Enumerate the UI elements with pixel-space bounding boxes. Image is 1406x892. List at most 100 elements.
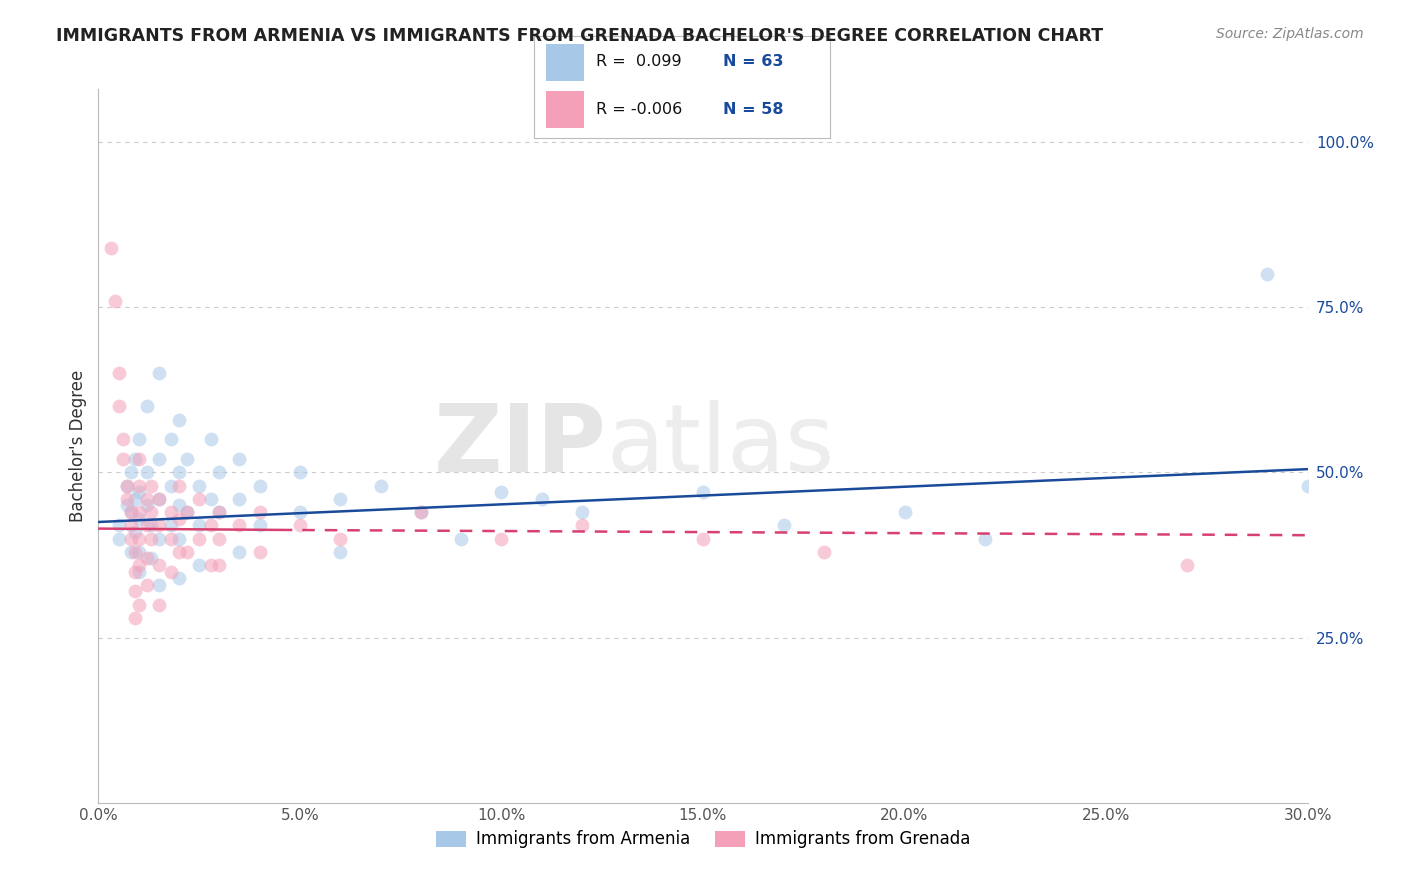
Point	[124, 545, 146, 559]
Point	[135, 551, 157, 566]
Text: R = -0.006: R = -0.006	[596, 102, 682, 117]
Point	[111, 452, 134, 467]
Point	[135, 499, 157, 513]
Point	[167, 511, 190, 525]
Point	[329, 491, 352, 506]
Text: N = 63: N = 63	[723, 54, 783, 70]
Point	[167, 466, 190, 480]
FancyBboxPatch shape	[546, 91, 585, 128]
Point	[228, 491, 250, 506]
Point	[128, 478, 150, 492]
Point	[107, 532, 129, 546]
Point	[115, 491, 138, 506]
Point	[128, 532, 150, 546]
Point	[160, 433, 183, 447]
Point	[167, 478, 190, 492]
Point	[100, 241, 122, 255]
Point	[128, 505, 150, 519]
Point	[115, 499, 138, 513]
Point	[139, 518, 162, 533]
Point	[188, 558, 211, 572]
Point	[139, 551, 162, 566]
Point	[124, 584, 146, 599]
FancyBboxPatch shape	[546, 44, 585, 81]
Point	[176, 505, 198, 519]
Point	[176, 505, 198, 519]
Point	[409, 505, 432, 519]
Point	[208, 466, 231, 480]
Point	[188, 532, 211, 546]
Point	[115, 478, 138, 492]
Point	[208, 532, 231, 546]
Point	[692, 532, 714, 546]
Point	[370, 478, 392, 492]
Point	[135, 518, 157, 533]
Point	[329, 545, 352, 559]
Point	[148, 598, 170, 612]
Point	[160, 565, 183, 579]
Point	[208, 505, 231, 519]
Point	[1175, 558, 1198, 572]
Text: R =  0.099: R = 0.099	[596, 54, 682, 70]
Point	[167, 571, 190, 585]
Point	[249, 505, 271, 519]
Point	[176, 452, 198, 467]
Point	[120, 466, 142, 480]
Point	[249, 545, 271, 559]
Point	[139, 505, 162, 519]
Point	[111, 433, 134, 447]
Point	[148, 532, 170, 546]
Point	[128, 545, 150, 559]
Point	[167, 545, 190, 559]
Point	[128, 558, 150, 572]
Point	[128, 433, 150, 447]
Point	[107, 400, 129, 414]
Point	[120, 545, 142, 559]
Point	[571, 518, 593, 533]
Point	[167, 412, 190, 426]
Point	[200, 518, 222, 533]
Point	[135, 466, 157, 480]
Point	[228, 452, 250, 467]
Point	[772, 518, 794, 533]
Point	[530, 491, 553, 506]
Point	[128, 598, 150, 612]
Point	[188, 518, 211, 533]
Point	[491, 532, 513, 546]
Point	[103, 293, 125, 308]
Point	[329, 532, 352, 546]
Point	[160, 478, 183, 492]
Point	[1256, 267, 1278, 281]
Point	[124, 611, 146, 625]
Point	[208, 558, 231, 572]
Text: atlas: atlas	[606, 400, 835, 492]
Point	[692, 485, 714, 500]
Point	[450, 532, 472, 546]
Point	[120, 505, 142, 519]
Point	[124, 491, 146, 506]
Point	[200, 558, 222, 572]
Point	[200, 491, 222, 506]
Point	[148, 491, 170, 506]
Point	[188, 491, 211, 506]
Point	[288, 505, 311, 519]
Point	[107, 518, 129, 533]
Point	[148, 558, 170, 572]
Point	[160, 505, 183, 519]
Point	[124, 565, 146, 579]
Point	[208, 505, 231, 519]
Point	[288, 518, 311, 533]
Point	[148, 578, 170, 592]
Point	[139, 532, 162, 546]
Point	[167, 532, 190, 546]
Point	[135, 400, 157, 414]
Point	[974, 532, 997, 546]
Point	[148, 367, 170, 381]
Y-axis label: Bachelor's Degree: Bachelor's Degree	[69, 370, 87, 522]
Point	[128, 511, 150, 525]
Legend: Immigrants from Armenia, Immigrants from Grenada: Immigrants from Armenia, Immigrants from…	[429, 824, 977, 855]
Point	[139, 478, 162, 492]
Point	[200, 433, 222, 447]
Point	[107, 367, 129, 381]
Point	[124, 524, 146, 539]
